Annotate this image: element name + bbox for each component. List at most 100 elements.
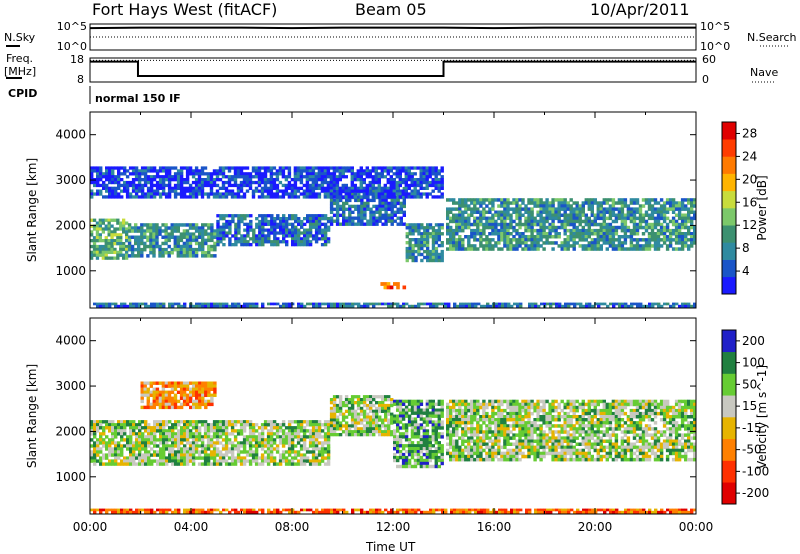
power-cell: [158, 244, 162, 249]
power-cell: [572, 241, 576, 245]
power-cell: [359, 189, 363, 193]
power-cell: [291, 228, 295, 232]
velocity-cell: [185, 426, 190, 430]
velocity-cell: [180, 459, 184, 463]
velocity-cell: [251, 438, 256, 442]
velocity-cell: [338, 412, 343, 416]
power-cell: [551, 219, 555, 224]
power-cell: [204, 302, 208, 306]
power-cell: [627, 304, 631, 308]
velocity-cell: [191, 450, 196, 454]
power-cell: [593, 247, 597, 251]
velocity-cell: [96, 420, 100, 424]
power-cell: [161, 247, 165, 252]
velocity-cell: [182, 393, 187, 397]
velocity-cell: [215, 459, 220, 463]
power-cell: [470, 198, 474, 202]
velocity-cell: [129, 435, 133, 439]
power-cell: [320, 237, 325, 241]
velocity-cell: [171, 426, 175, 430]
power-cell: [375, 302, 379, 306]
power-cell: [188, 238, 193, 243]
velocity-cell: [239, 444, 244, 448]
velocity-cell: [165, 435, 169, 439]
power-cell: [635, 244, 640, 248]
power-cell: [290, 192, 295, 196]
velocity-cell: [158, 396, 163, 400]
power-cell: [164, 238, 168, 243]
power-cell: [123, 183, 127, 188]
power-cell: [440, 180, 444, 185]
velocity-cell: [278, 438, 283, 442]
power-cell: [288, 304, 292, 308]
power-cell: [197, 189, 202, 193]
power-cell: [258, 231, 262, 235]
power-cell: [674, 213, 679, 217]
power-cell: [605, 216, 609, 221]
power-cell: [584, 238, 588, 242]
power-cell: [608, 213, 613, 217]
power-cell: [164, 192, 169, 196]
power-cell: [629, 198, 634, 202]
velocity-cell: [209, 426, 214, 430]
power-cell: [524, 210, 528, 214]
power-cell: [341, 166, 345, 170]
velocity-cell: [206, 453, 211, 457]
velocity-cell: [378, 403, 382, 408]
power-cell: [665, 210, 670, 214]
power-cell: [434, 232, 439, 236]
power-cell: [693, 232, 697, 236]
power-cell: [270, 219, 274, 224]
power-cell: [690, 210, 694, 214]
velocity-cell: [156, 459, 160, 463]
velocity-cell: [396, 423, 400, 427]
power-cell: [197, 172, 202, 176]
velocity-cell: [191, 426, 196, 430]
power-cell: [183, 304, 187, 308]
power-cell: [269, 178, 274, 182]
power-cell: [593, 213, 597, 217]
power-cell: [500, 247, 504, 251]
velocity-cell: [206, 423, 211, 427]
power-cell: [491, 219, 495, 224]
power-cell: [179, 178, 184, 182]
power-cell: [405, 249, 409, 254]
power-cell: [360, 304, 364, 308]
power-cell: [590, 219, 594, 224]
power-cell: [428, 255, 433, 260]
power-cell: [266, 169, 271, 173]
power-cell: [467, 238, 471, 242]
power-cell: [359, 172, 363, 176]
power-cell: [632, 225, 637, 230]
velocity-cell: [149, 393, 153, 397]
power-cell: [675, 302, 679, 306]
power-cell: [512, 247, 516, 251]
power-cell: [545, 232, 549, 236]
velocity-cell: [224, 438, 229, 442]
power-cell: [249, 302, 253, 306]
power-cell: [629, 235, 634, 239]
velocity-cell: [308, 420, 313, 424]
velocity-cell: [260, 426, 265, 430]
power-cell: [114, 302, 118, 306]
power-cell: [386, 166, 390, 170]
power-cell: [330, 302, 334, 306]
power-cell: [461, 219, 465, 224]
power-cell: [134, 226, 138, 230]
power-cell: [680, 225, 685, 230]
velocity-cell: [120, 423, 124, 427]
velocity-cell: [111, 420, 115, 424]
velocity-cell: [338, 433, 343, 437]
power-cell: [243, 243, 247, 247]
power-cell: [164, 195, 169, 199]
velocity-cell: [132, 423, 136, 427]
velocity-cell: [326, 441, 331, 445]
power-cell: [417, 238, 421, 242]
power-cell: [93, 169, 97, 173]
power-cell: [635, 241, 640, 245]
velocity-cell: [320, 450, 325, 454]
velocity-cell: [329, 433, 334, 437]
velocity-cell: [182, 390, 187, 394]
power-cell: [314, 217, 319, 221]
power-cell: [497, 235, 501, 239]
